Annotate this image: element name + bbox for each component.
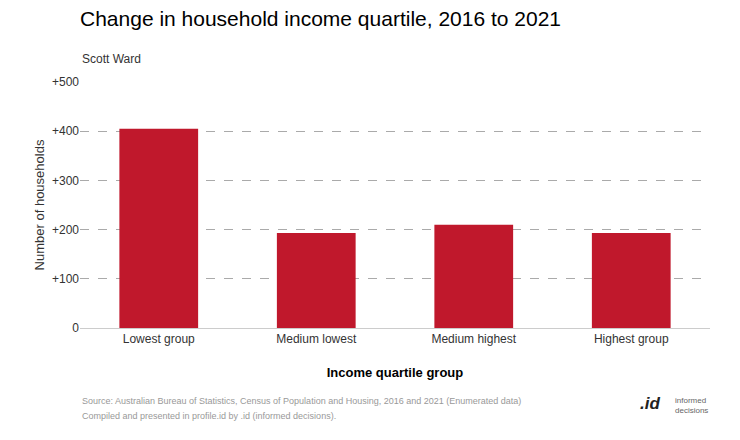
svg-text:Source: Australian Bureau of S: Source: Australian Bureau of Statistics,… bbox=[82, 396, 521, 406]
svg-text:+200: +200 bbox=[52, 223, 79, 237]
svg-text:Change in household income qua: Change in household income quartile, 201… bbox=[80, 7, 561, 30]
svg-text:Number of households: Number of households bbox=[32, 139, 47, 270]
svg-text:Compiled and presented in prof: Compiled and presented in profile.id by … bbox=[82, 411, 336, 421]
svg-text:.id: .id bbox=[640, 394, 660, 413]
svg-text:Lowest group: Lowest group bbox=[123, 332, 195, 346]
svg-text:Medium highest: Medium highest bbox=[431, 332, 516, 346]
svg-text:Income quartile group: Income quartile group bbox=[327, 365, 464, 380]
svg-text:0: 0 bbox=[72, 321, 79, 335]
svg-text:Scott Ward: Scott Ward bbox=[82, 52, 141, 66]
svg-text:Medium lowest: Medium lowest bbox=[276, 332, 357, 346]
svg-text:+500: +500 bbox=[52, 75, 79, 89]
svg-text:+100: +100 bbox=[52, 272, 79, 286]
svg-text:informeddecisions: informeddecisions bbox=[675, 396, 708, 415]
svg-text:Highest group: Highest group bbox=[594, 332, 669, 346]
svg-text:+300: +300 bbox=[52, 174, 79, 188]
svg-text:+400: +400 bbox=[52, 124, 79, 138]
